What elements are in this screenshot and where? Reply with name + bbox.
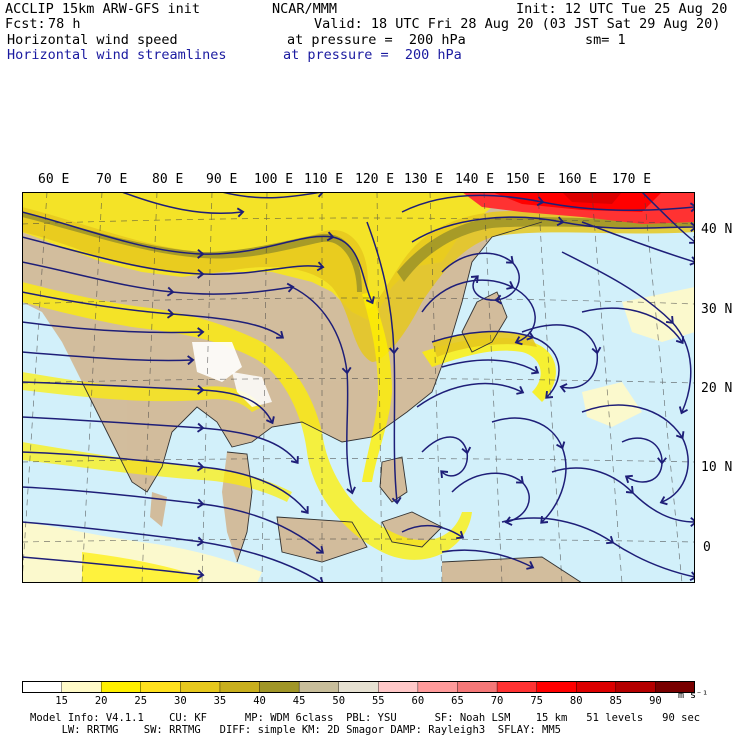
colorbar-level-label: 30 — [174, 695, 187, 707]
colorbar-swatch — [536, 681, 577, 693]
colorbar-swatch — [417, 681, 459, 693]
wind-map — [22, 192, 695, 583]
colorbar-level-label: 60 — [411, 695, 425, 707]
colorbar-swatch — [100, 681, 142, 693]
field1-level: at pressure = 200 hPa — [287, 32, 466, 48]
colorbar-level-label: 35 — [213, 695, 227, 707]
smoothing-label: sm= 1 — [585, 32, 626, 48]
colorbar-level-label: 90 — [649, 695, 662, 707]
colorbar-level-label: 15 — [55, 695, 68, 707]
lon-label: 80 E — [152, 172, 184, 187]
colorbar-swatch — [219, 681, 261, 693]
colorbar-level-label: 55 — [371, 695, 385, 707]
colorbar-level-label: 50 — [332, 695, 346, 707]
lat-label: 0 — [703, 540, 711, 555]
lon-label: 170 E — [612, 172, 652, 187]
fcst-value: 78 h — [48, 16, 81, 32]
model-info-line2: LW: RRTMG SW: RRTMG DIFF: simple KM: 2D … — [30, 724, 562, 736]
colorbar — [22, 681, 695, 693]
colorbar-swatch — [259, 681, 300, 693]
model-info-line1: Model Info: V4.1.1 CU: KF MP: WDM 6class… — [30, 712, 701, 724]
colorbar-swatch — [338, 681, 379, 693]
init-time: Init: 12 UTC Tue 25 Aug 20 — [516, 1, 728, 17]
colorbar-swatches — [22, 681, 695, 693]
colorbar-swatch — [61, 681, 102, 693]
lat-label: 10 N — [701, 460, 733, 475]
map-frame — [22, 192, 695, 583]
streamlines — [22, 192, 695, 583]
colorbar-level-label: 45 — [292, 695, 306, 707]
lat-label: 40 N — [701, 222, 733, 237]
colorbar-level-label: 80 — [569, 695, 583, 707]
colorbar-swatch — [496, 681, 538, 693]
colorbar-swatch — [180, 681, 221, 693]
field2-level: at pressure = 200 hPa — [283, 47, 462, 63]
lon-label: 130 E — [404, 172, 444, 187]
lon-label: 90 E — [206, 172, 238, 187]
lon-label: 100 E — [254, 172, 294, 187]
colorbar-swatch — [378, 681, 419, 693]
colorbar-swatch — [655, 681, 695, 693]
org-label: NCAR/MMM — [272, 1, 338, 17]
lon-label: 60 E — [38, 172, 70, 187]
lon-label: 140 E — [455, 172, 495, 187]
lat-label: 30 N — [701, 302, 733, 317]
colorbar-level-label: 40 — [253, 695, 266, 707]
colorbar-swatch — [457, 681, 498, 693]
colorbar-swatch — [22, 681, 63, 693]
colorbar-frame — [22, 681, 695, 693]
lon-label: 70 E — [96, 172, 128, 187]
valid-time: Valid: 18 UTC Fri 28 Aug 20 (03 JST Sat … — [314, 16, 721, 32]
fcst-label: Fcst: — [5, 16, 46, 32]
lon-label: 150 E — [506, 172, 546, 187]
colorbar-level-label: 75 — [530, 695, 543, 707]
colorbar-swatch — [140, 681, 182, 693]
colorbar-unit: m s⁻¹ — [678, 690, 709, 701]
colorbar-level-label: 20 — [94, 695, 108, 707]
colorbar-level-label: 25 — [134, 695, 148, 707]
lon-label: 160 E — [558, 172, 598, 187]
lon-label: 110 E — [304, 172, 344, 187]
lat-label: 20 N — [701, 381, 733, 396]
colorbar-swatch — [298, 681, 340, 693]
field1-name: Horizontal wind speed — [7, 32, 178, 48]
model-title: ACCLIP 15km ARW-GFS init — [5, 1, 201, 17]
colorbar-swatch — [576, 681, 617, 693]
colorbar-level-label: 85 — [609, 695, 623, 707]
field2-name: Horizontal wind streamlines — [7, 47, 227, 63]
colorbar-level-label: 65 — [451, 695, 464, 707]
lon-label: 120 E — [355, 172, 395, 187]
colorbar-level-label: 70 — [490, 695, 504, 707]
colorbar-swatch — [615, 681, 657, 693]
